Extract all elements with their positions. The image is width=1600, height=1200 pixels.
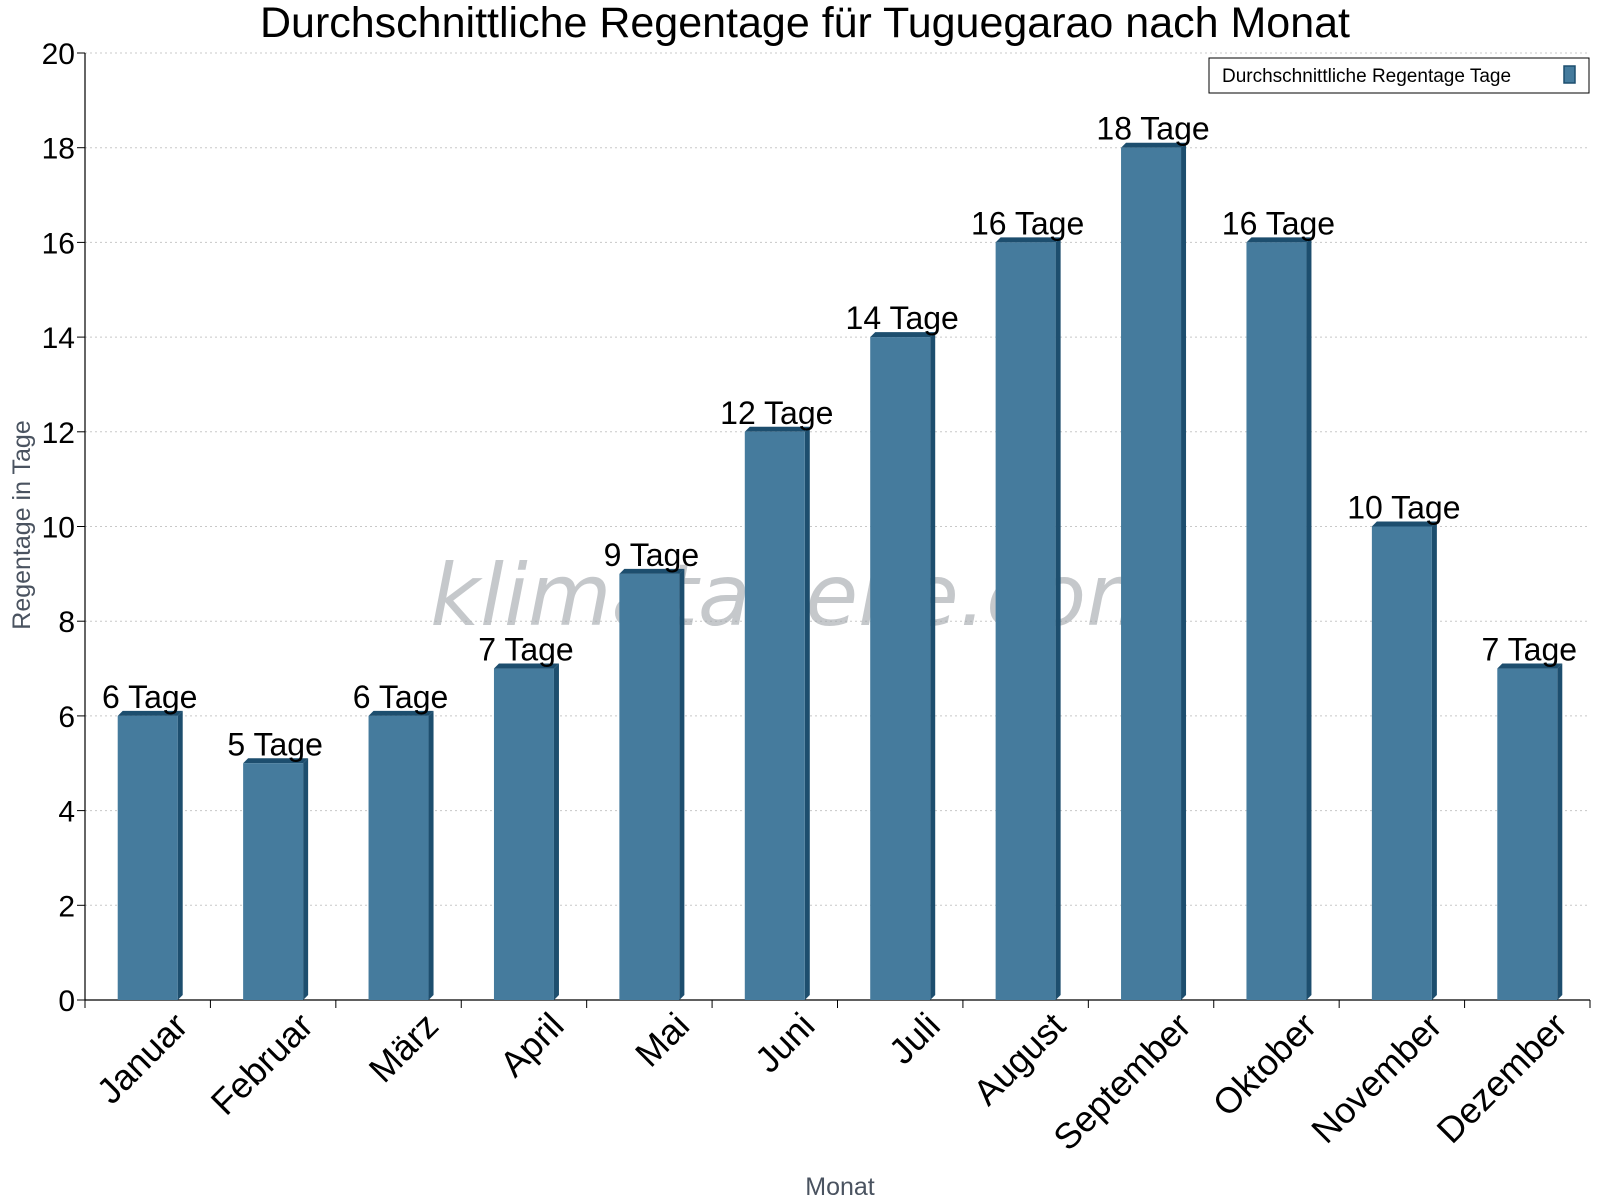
bars xyxy=(117,142,1563,1001)
y-tick-label: 16 xyxy=(42,227,75,260)
bar-top xyxy=(493,663,559,669)
y-tick-label: 2 xyxy=(58,890,75,923)
bar-top xyxy=(1497,663,1563,669)
x-tick-label: Juni xyxy=(747,1005,823,1081)
legend-swatch xyxy=(1563,65,1576,84)
data-label: 16 Tage xyxy=(1222,205,1335,241)
legend-box xyxy=(1208,57,1590,94)
bar-side xyxy=(1181,142,1187,1000)
bar-side xyxy=(1055,237,1061,1000)
y-tick-label: 6 xyxy=(58,701,75,734)
y-tick-label: 12 xyxy=(42,417,75,450)
bar-top xyxy=(243,758,309,764)
bar-front xyxy=(619,573,680,1000)
bar-top xyxy=(1121,142,1187,148)
bar-side xyxy=(428,710,434,1000)
y-tick-labels: 0 2 4 6 8 10 12 14 16 18 20 xyxy=(42,38,75,1018)
data-label: 7 Tage xyxy=(1482,632,1578,668)
bar-top xyxy=(995,237,1061,243)
bar xyxy=(117,710,183,1000)
x-tick-label: Mai xyxy=(627,1005,697,1075)
bar xyxy=(243,758,309,1000)
x-tick-label: März xyxy=(361,1005,447,1091)
bar-top xyxy=(1371,521,1437,527)
bar xyxy=(1371,521,1437,1000)
chart-title: Durchschnittliche Regentage für Tuguegar… xyxy=(260,0,1350,47)
y-tick-label: 8 xyxy=(58,606,75,639)
bar-top xyxy=(1246,237,1312,243)
grid-lines xyxy=(85,52,1590,906)
bar-front xyxy=(870,337,931,1001)
x-tick-label: Februar xyxy=(203,1005,321,1123)
data-label: 18 Tage xyxy=(1096,111,1209,147)
bar xyxy=(493,663,559,1000)
bar xyxy=(870,332,936,1001)
x-tick-label: Januar xyxy=(89,1005,196,1112)
bar xyxy=(619,568,685,1000)
bar-side xyxy=(679,568,685,1000)
x-tick-label: Oktober xyxy=(1205,1005,1325,1125)
data-label: 16 Tage xyxy=(971,205,1084,241)
bar-side xyxy=(930,332,936,1001)
x-tick-label: Dezember xyxy=(1429,1005,1575,1151)
bar-front xyxy=(1371,526,1432,1000)
bar-top xyxy=(117,710,183,716)
axes xyxy=(77,52,1591,1008)
bar-side xyxy=(177,710,183,1000)
x-tick-label: August xyxy=(965,1005,1073,1113)
bar-front xyxy=(1497,668,1558,1000)
bar xyxy=(744,426,810,1000)
bar-side xyxy=(1306,237,1312,1000)
data-label: 6 Tage xyxy=(102,679,198,715)
bar-side xyxy=(1431,521,1437,1000)
data-label: 9 Tage xyxy=(604,537,700,573)
x-tick-label: April xyxy=(492,1005,572,1085)
x-tick-label: Juli xyxy=(881,1005,948,1072)
data-label: 10 Tage xyxy=(1347,490,1460,526)
bar xyxy=(1246,237,1312,1000)
bar-front xyxy=(744,431,805,1000)
bar-front xyxy=(1246,242,1307,1000)
data-label: 12 Tage xyxy=(720,395,833,431)
bar-top xyxy=(870,332,936,338)
bar-side xyxy=(553,663,559,1000)
data-labels: 6 Tage 5 Tage 6 Tage 7 Tage 9 Tage 12 Tage 14 … xyxy=(102,111,1577,763)
y-axis-title: Regentage in Tage xyxy=(8,420,36,629)
x-tick-label: September xyxy=(1045,1005,1199,1159)
x-tick-labels: Januar Februar März April Mai Juni Juli AugustS… xyxy=(89,1005,1575,1159)
y-tick-label: 10 xyxy=(42,512,75,545)
x-axis-title: Monat xyxy=(805,1173,875,1200)
legend-label: Durchschnittliche Regentage Tage xyxy=(1222,66,1511,87)
bar xyxy=(1121,142,1187,1000)
bar-front xyxy=(243,763,304,1000)
bar-top xyxy=(619,568,685,574)
data-label: 5 Tage xyxy=(227,726,323,762)
bar-front xyxy=(493,668,554,1000)
data-label: 7 Tage xyxy=(478,632,574,668)
bar-top xyxy=(744,426,810,432)
bar-side xyxy=(1557,663,1563,1000)
bar-front xyxy=(1121,147,1182,1000)
x-tick-label: November xyxy=(1303,1005,1449,1151)
bar xyxy=(1497,663,1563,1000)
bar-front xyxy=(368,715,429,1000)
legend: Durchschnittliche Regentage Tage xyxy=(1208,57,1590,94)
y-tick-label: 0 xyxy=(58,985,75,1018)
y-tick-label: 14 xyxy=(42,322,75,355)
y-tick-label: 18 xyxy=(42,133,75,166)
bar-front xyxy=(117,715,178,1000)
bar-top xyxy=(368,710,434,716)
bar xyxy=(368,710,434,1000)
bar-side xyxy=(303,758,309,1000)
y-tick-label: 20 xyxy=(42,38,75,71)
data-label: 6 Tage xyxy=(353,679,449,715)
y-tick-label: 4 xyxy=(58,796,75,829)
bar-side xyxy=(804,426,810,1000)
data-label: 14 Tage xyxy=(846,300,959,336)
bar xyxy=(995,237,1061,1000)
bar-front xyxy=(995,242,1056,1000)
